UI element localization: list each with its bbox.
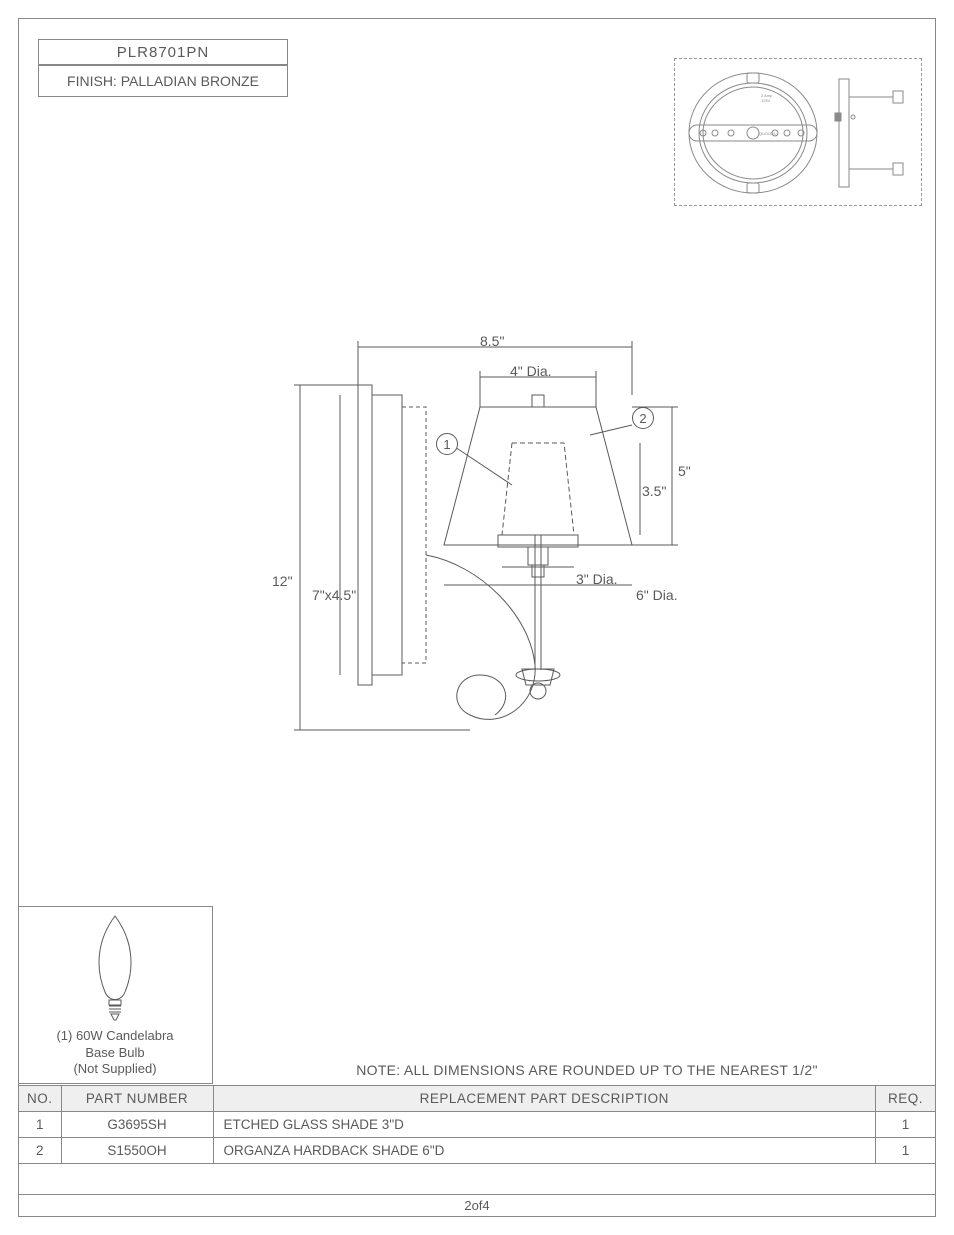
dim-7x45: 7"x4.5": [312, 587, 356, 603]
col-description: REPLACEMENT PART DESCRIPTION: [213, 1086, 875, 1112]
dim-12: 12": [272, 573, 293, 589]
col-req: REQ.: [876, 1086, 936, 1112]
dim-3-5: 3.5": [642, 483, 666, 499]
dim-3-dia: 3" Dia.: [576, 571, 618, 587]
crossbar-plate-diagram: 2 Amp 125V QUOIZEL: [683, 67, 823, 199]
table-row: 1 G3695SH ETCHED GLASS SHADE 3"D 1: [19, 1112, 936, 1138]
callout-2: 2: [632, 407, 654, 429]
candelabra-bulb-icon: [85, 912, 145, 1022]
finish-box: FINISH: PALLADIAN BRONZE: [38, 65, 288, 97]
rounding-note: NOTE: ALL DIMENSIONS ARE ROUNDED UP TO T…: [260, 1062, 914, 1078]
model-number-box: PLR8701PN: [38, 39, 288, 65]
page-number: 2of4: [18, 1194, 936, 1213]
table-header-row: NO. PART NUMBER REPLACEMENT PART DESCRIP…: [19, 1086, 936, 1112]
mounting-detail-inset: 2 Amp 125V QUOIZEL: [674, 58, 922, 206]
replacement-parts-table: NO. PART NUMBER REPLACEMENT PART DESCRIP…: [18, 1085, 936, 1164]
col-part-number: PART NUMBER: [61, 1086, 213, 1112]
dim-4-dia: 4" Dia.: [510, 363, 552, 379]
model-number: PLR8701PN: [117, 44, 209, 61]
dim-6-dia: 6" Dia.: [636, 587, 678, 603]
finish-label: FINISH: PALLADIAN BRONZE: [67, 73, 259, 89]
svg-text:125V: 125V: [761, 98, 771, 103]
main-dimension-drawing: 8.5" 4" Dia. 5" 3.5" 3" Dia. 6" Dia. 12"…: [280, 335, 720, 765]
svg-text:QUOIZEL: QUOIZEL: [759, 131, 777, 136]
callout-1: 1: [436, 433, 458, 455]
col-no: NO.: [19, 1086, 62, 1112]
wall-bracket-diagram: [833, 73, 913, 193]
dim-8-5: 8.5": [480, 333, 504, 349]
dim-5: 5": [678, 463, 691, 479]
bulb-spec-box: (1) 60W Candelabra Base Bulb (Not Suppli…: [18, 906, 213, 1084]
table-row: 2 S1550OH ORGANZA HARDBACK SHADE 6"D 1: [19, 1138, 936, 1164]
bulb-text: (1) 60W Candelabra Base Bulb (Not Suppli…: [56, 1028, 173, 1077]
